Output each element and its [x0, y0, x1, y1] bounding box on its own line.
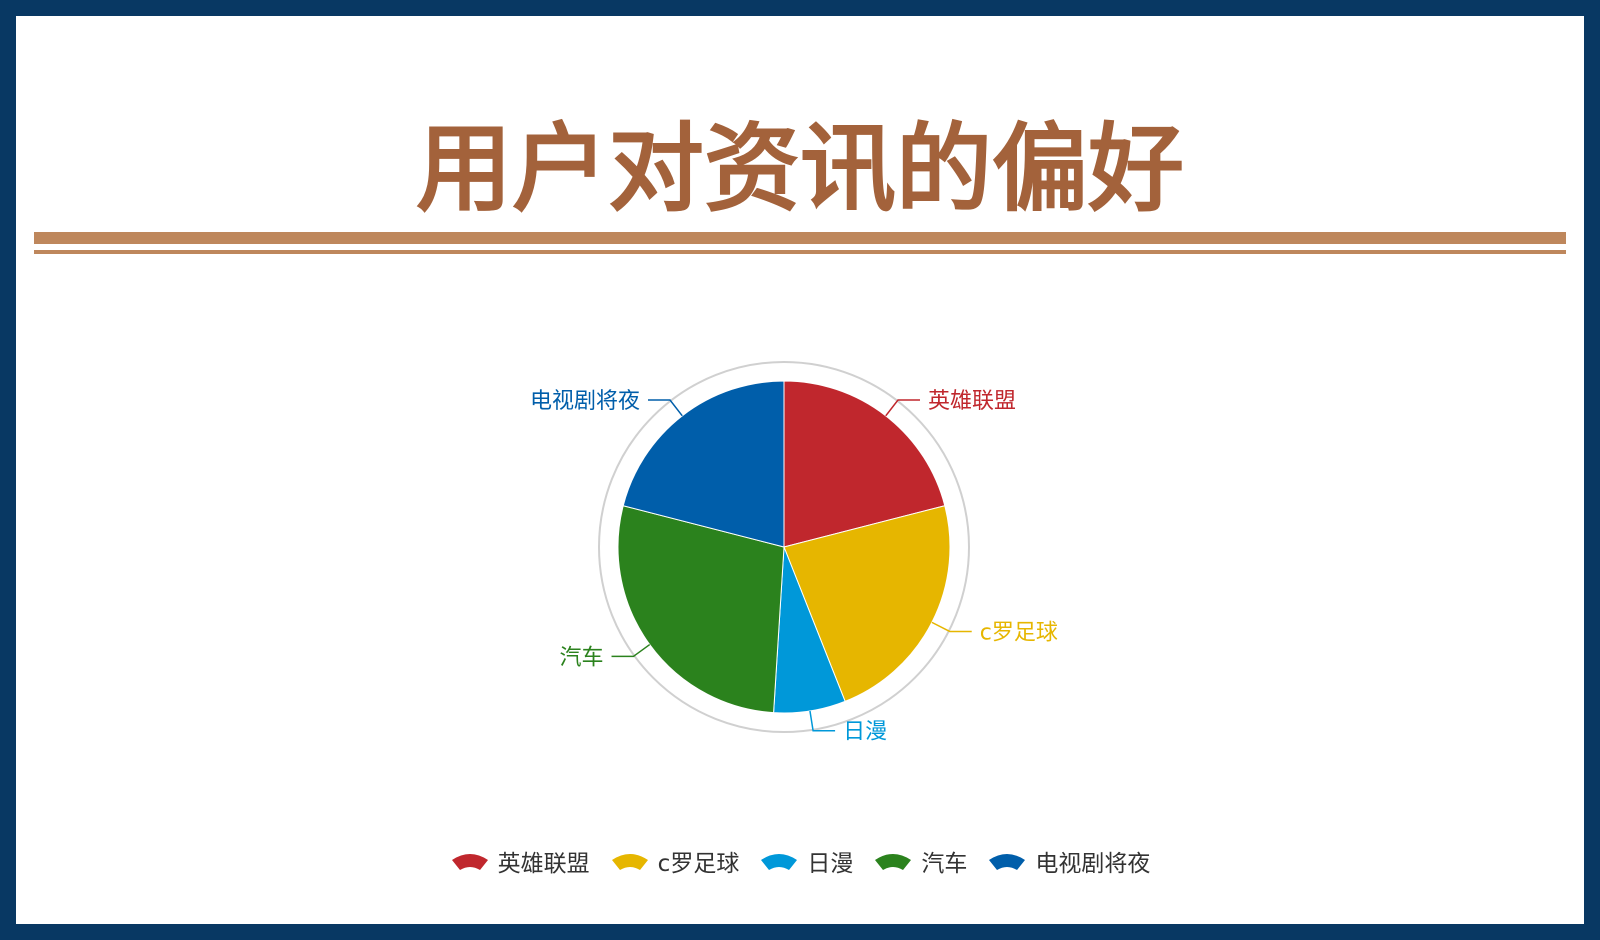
pie-slice-2[interactable] [783, 505, 951, 702]
legend-item-3[interactable]: 日漫 [759, 844, 853, 878]
pie-label-2: c罗足球 [980, 620, 1058, 645]
legend-fan-icon [451, 854, 488, 870]
pie-leader-line-3 [809, 710, 836, 732]
legend-fan-icon [875, 854, 912, 870]
pie-leader-line-1 [885, 399, 921, 417]
legend-label: 汽车 [921, 851, 968, 877]
pie-label-3: 日漫 [843, 720, 887, 745]
pie-label-4: 汽车 [560, 645, 604, 670]
pie-label-1: 英雄联盟 [928, 389, 1016, 414]
legend-fan-icon [761, 854, 798, 870]
pie-outer-ring [598, 361, 970, 733]
title-divider-thick [34, 232, 1566, 244]
pie-slice-1[interactable] [783, 380, 946, 548]
pie-slice-5[interactable] [622, 380, 785, 548]
pie-slice-4[interactable] [617, 505, 785, 714]
chart-legend: 英雄联盟 c罗足球 日漫 汽车 电视剧将夜 [16, 844, 1584, 878]
pie-leader-line-5 [647, 399, 683, 417]
pie-label-5: 电视剧将夜 [530, 389, 640, 414]
title-divider-thin [34, 250, 1566, 254]
legend-item-4[interactable]: 汽车 [873, 844, 967, 878]
legend-item-5[interactable]: 电视剧将夜 [987, 844, 1150, 878]
legend-fan-icon [611, 854, 648, 870]
legend-item-2[interactable]: c罗足球 [610, 844, 740, 878]
pie-slices [617, 380, 951, 714]
pie-leader-line-2 [931, 621, 972, 633]
page-title: 用户对资讯的偏好 [416, 113, 1184, 225]
legend-label: 电视剧将夜 [1035, 851, 1151, 877]
legend-item-1[interactable]: 英雄联盟 [450, 844, 590, 878]
legend-label: 日漫 [807, 851, 854, 877]
pie-leader-line-4 [611, 643, 651, 658]
legend-fan-icon [989, 854, 1026, 870]
legend-label: 英雄联盟 [497, 851, 590, 877]
legend-label: c罗足球 [657, 851, 740, 877]
slide-frame: 用户对资讯的偏好 英雄联盟 c罗足球 日漫 汽车 电视剧将夜 英雄联盟 c罗足球 日漫 汽车电… [16, 16, 1584, 924]
